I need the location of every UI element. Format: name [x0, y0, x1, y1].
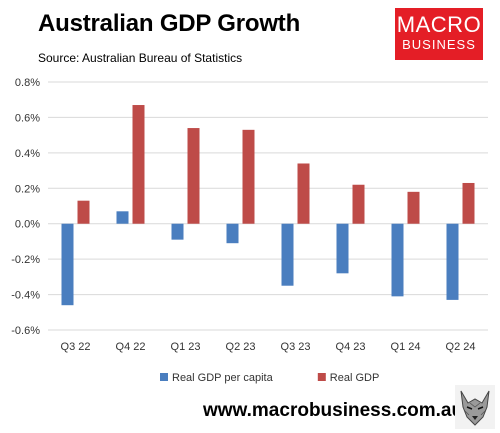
- wolf-logo-icon: [455, 385, 495, 429]
- y-tick-label: -0.6%: [11, 325, 40, 337]
- bar: [281, 223, 294, 286]
- bar: [61, 223, 74, 306]
- bar: [446, 223, 459, 300]
- bar: [242, 129, 255, 224]
- y-tick-label: -0.2%: [11, 254, 40, 266]
- legend-swatch: [317, 373, 326, 381]
- x-tick-label: Q4 23: [336, 341, 366, 353]
- legend-swatch: [160, 373, 168, 381]
- bar: [462, 182, 475, 224]
- legend-label: Real GDP: [330, 372, 380, 384]
- x-tick-label: Q1 23: [171, 341, 201, 353]
- y-tick-label: 0.6%: [15, 112, 40, 124]
- x-tick-label: Q1 24: [391, 341, 421, 353]
- x-tick-label: Q2 23: [226, 341, 256, 353]
- y-tick-label: 0.0%: [15, 219, 40, 231]
- logo-line-1: MACRO: [396, 12, 482, 37]
- bar: [297, 163, 310, 224]
- legend-label: Real GDP per capita: [172, 372, 274, 384]
- bar: [171, 223, 184, 240]
- source-note: Source: Australian Bureau of Statistics: [38, 51, 243, 65]
- x-tick-label: Q4 22: [116, 341, 146, 353]
- bar: [391, 223, 404, 297]
- logo-line-2: BUSINESS: [402, 37, 476, 52]
- y-tick-label: 0.2%: [15, 183, 40, 195]
- bar: [187, 128, 200, 224]
- x-tick-label: Q3 22: [61, 341, 91, 353]
- y-tick-label: -0.4%: [11, 290, 40, 302]
- chart-title: Australian GDP Growth: [38, 10, 301, 37]
- bar: [226, 223, 239, 244]
- macrobusiness-logo: MACRO BUSINESS: [395, 8, 483, 60]
- bar: [116, 211, 129, 224]
- bar: [77, 200, 90, 224]
- footer-url: www.macrobusiness.com.au: [203, 400, 464, 421]
- y-tick-label: 0.4%: [15, 148, 40, 160]
- bar: [132, 105, 145, 224]
- bar: [352, 184, 365, 224]
- x-tick-label: Q2 24: [446, 341, 476, 353]
- bar: [407, 191, 420, 224]
- x-tick-label: Q3 23: [281, 341, 311, 353]
- bar: [336, 223, 349, 274]
- y-tick-label: 0.8%: [15, 77, 40, 89]
